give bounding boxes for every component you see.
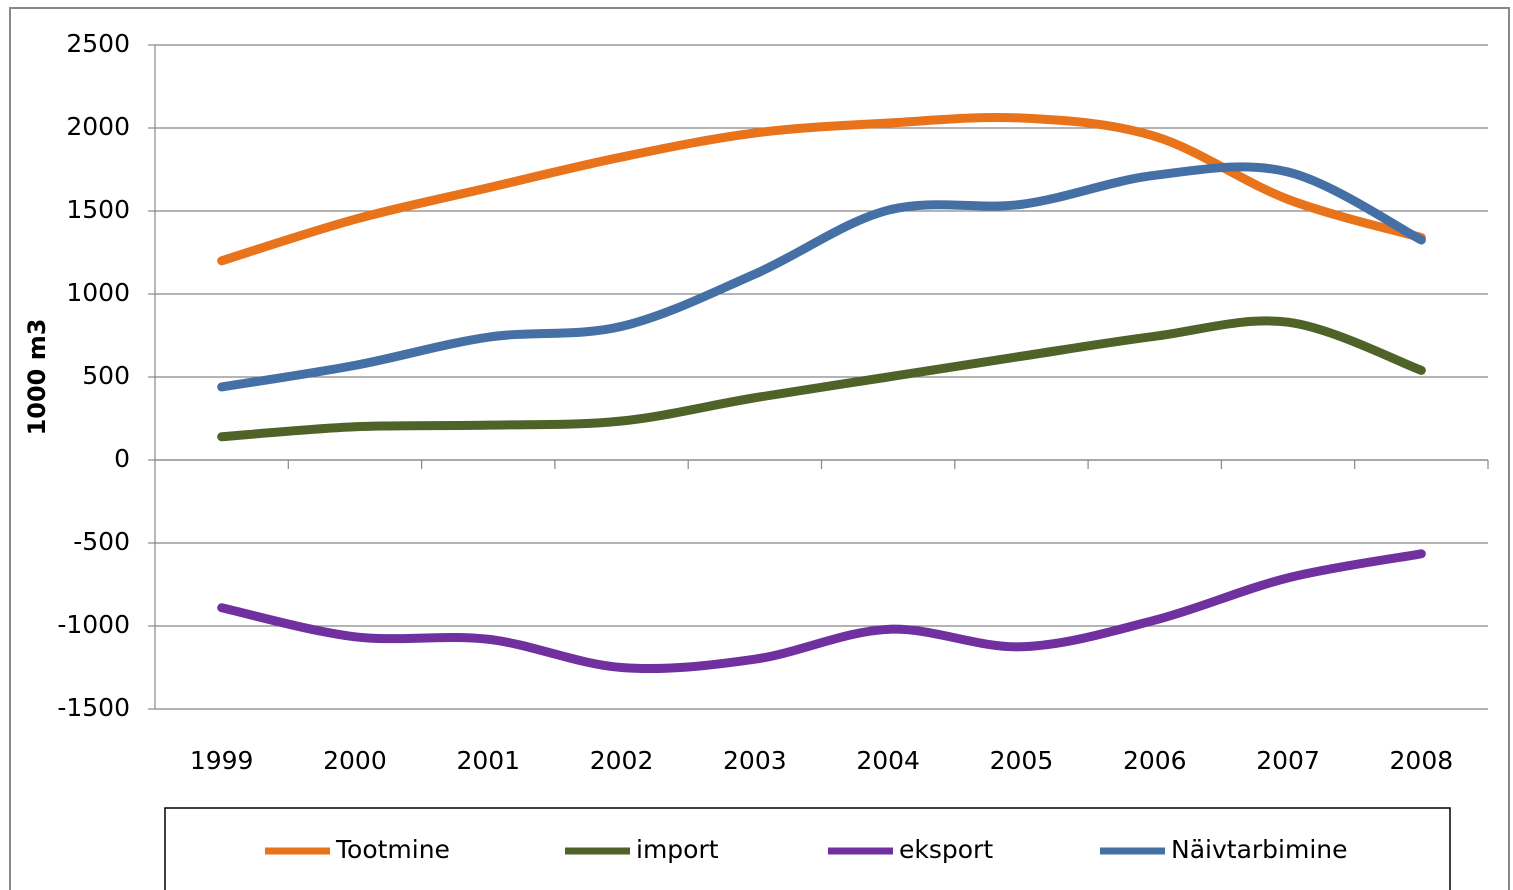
x-tick-label: 2001 <box>456 746 520 775</box>
x-tick-label: 2007 <box>1256 746 1320 775</box>
x-tick-label: 2005 <box>990 746 1054 775</box>
x-tick-label: 2002 <box>590 746 654 775</box>
x-tick-label: 2003 <box>723 746 787 775</box>
y-tick-label: 1000 <box>66 278 130 307</box>
y-tick-label: 500 <box>82 361 130 390</box>
y-tick-label: 1500 <box>66 195 130 224</box>
x-tick-label: 1999 <box>190 746 254 775</box>
y-tick-label: 0 <box>114 444 130 473</box>
legend-label: Tootmine <box>335 835 450 864</box>
legend-label: eksport <box>899 835 993 864</box>
y-tick-label: 2000 <box>66 112 130 141</box>
series-line <box>217 162 1426 392</box>
y-axis-label: 1000 m3 <box>23 319 51 436</box>
y-tick-label: -1500 <box>57 693 130 722</box>
series-line <box>217 316 1426 442</box>
x-tick-label: 2008 <box>1390 746 1454 775</box>
x-tick-label: 2004 <box>856 746 920 775</box>
legend-label: Näivtarbimine <box>1171 835 1348 864</box>
legend-label: import <box>636 835 719 864</box>
x-tick-label: 2006 <box>1123 746 1187 775</box>
x-tick-label: 2000 <box>323 746 387 775</box>
y-tick-label: -1000 <box>57 610 130 639</box>
chart-frame <box>9 7 1510 890</box>
series-line <box>217 549 1426 673</box>
y-tick-label: 2500 <box>66 29 130 58</box>
legend-box <box>164 807 1451 890</box>
y-tick-label: -500 <box>73 527 130 556</box>
